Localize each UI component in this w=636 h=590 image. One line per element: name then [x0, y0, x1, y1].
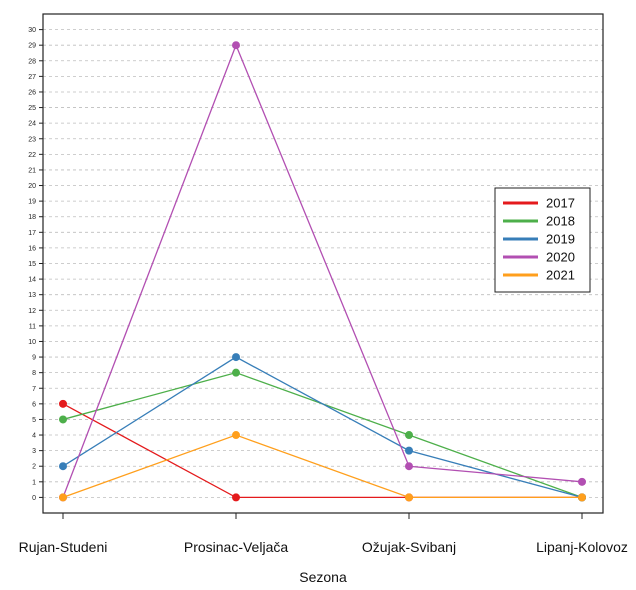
y-tick-label: 14	[28, 277, 36, 284]
legend-label-2017: 2017	[546, 196, 575, 211]
y-tick-label: 2	[32, 464, 36, 471]
data-point-2017	[59, 399, 67, 408]
y-tick-label: 13	[28, 292, 36, 299]
data-point-2021	[232, 431, 240, 440]
series-line-2020	[62, 43, 583, 498]
x-axis-title: Sezona	[299, 569, 347, 585]
y-tick-label: 10	[28, 339, 36, 346]
data-point-2019	[232, 353, 240, 362]
data-point-2021	[578, 493, 586, 502]
y-tick-label: 8	[32, 370, 36, 377]
legend-label-2019: 2019	[546, 232, 575, 247]
y-tick-label: 15	[28, 261, 36, 268]
y-axis: 0123456789101112131415161718192021222324…	[28, 27, 43, 502]
data-point-2021	[59, 493, 67, 502]
y-tick-label: 3	[32, 448, 36, 455]
plot-frame	[42, 13, 604, 514]
y-tick-label: 30	[28, 27, 36, 34]
series-line-2019	[62, 356, 583, 499]
y-tick-label: 0	[32, 495, 36, 502]
y-tick-label: 22	[28, 152, 36, 159]
data-point-2018	[232, 368, 240, 377]
legend-label-2020: 2020	[546, 250, 575, 265]
y-tick-label: 28	[28, 58, 36, 65]
y-tick-label: 18	[28, 214, 36, 221]
data-point-2020	[578, 477, 586, 486]
y-tick-label: 29	[28, 43, 36, 50]
data-point-2019	[59, 462, 67, 471]
data-point-2020	[405, 462, 413, 471]
x-tick-label: Ožujak-Svibanj	[362, 539, 456, 555]
y-tick-label: 4	[32, 433, 36, 440]
data-point-2019	[405, 446, 413, 455]
y-tick-label: 27	[28, 74, 36, 81]
legend: 2017 2018 2019 2020 2021	[494, 187, 591, 293]
y-tick-label: 11	[29, 323, 36, 330]
x-tick-label: Rujan-Studeni	[19, 539, 108, 555]
y-tick-label: 1	[32, 479, 36, 486]
y-tick-label: 9	[32, 355, 36, 362]
y-tick-label: 6	[32, 401, 36, 408]
y-tick-label: 21	[28, 167, 36, 174]
x-tick-label: Lipanj-Kolovoz	[536, 539, 628, 555]
y-tick-label: 23	[28, 136, 36, 143]
legend-label-2018: 2018	[546, 214, 575, 229]
y-tick-label: 20	[28, 183, 36, 190]
x-axis: Rujan-Studeni Prosinac-Veljača Ožujak-Svib…	[19, 513, 628, 555]
data-point-2018	[59, 415, 67, 424]
y-tick-label: 25	[28, 105, 36, 112]
y-tick-label: 19	[28, 199, 36, 206]
y-tick-label: 17	[28, 230, 36, 237]
data-point-2018	[405, 431, 413, 440]
y-tick-label: 5	[32, 417, 36, 424]
data-point-2021	[405, 493, 413, 502]
y-tick-label: 26	[28, 89, 36, 96]
y-tick-label: 7	[32, 386, 36, 393]
data-point-2020	[232, 41, 240, 50]
x-tick-label: Prosinac-Veljača	[184, 539, 288, 555]
series-group	[59, 41, 586, 502]
data-point-2017	[232, 493, 240, 502]
y-tick-label: 24	[28, 121, 36, 128]
legend-label-2021: 2021	[546, 268, 575, 283]
y-tick-label: 16	[28, 245, 36, 252]
series-line-2021	[62, 434, 582, 499]
y-tick-label: 12	[28, 308, 36, 315]
